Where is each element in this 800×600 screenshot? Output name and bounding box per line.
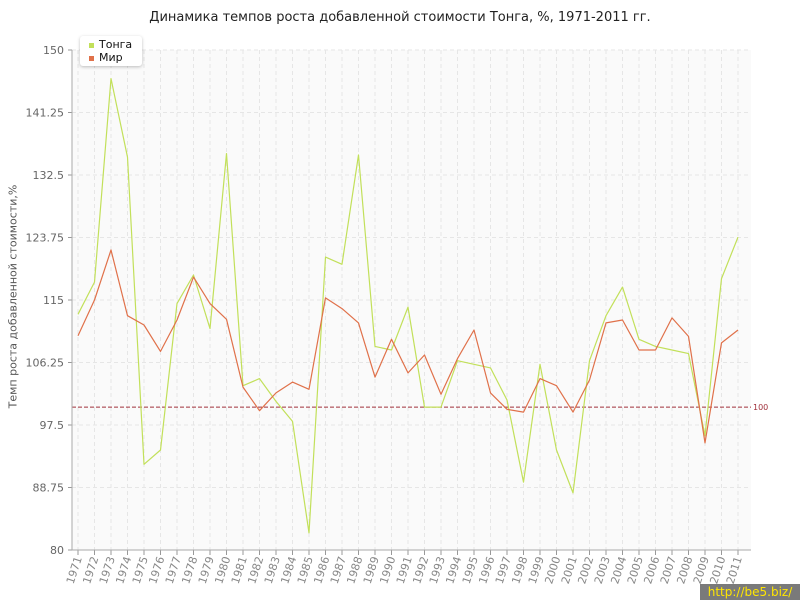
y-tick-labels: 80 88.75 97.5 106.25 115 123.75 132.5 141.25 150	[26, 44, 65, 557]
reference-line-label: 100	[753, 403, 768, 412]
y-tick-label: 123.75	[26, 232, 65, 245]
y-tick-label: 115	[43, 294, 64, 307]
series-line-tonga	[77, 77, 739, 534]
legend-item-tonga[interactable]: Тонга	[89, 38, 132, 51]
y-tick-label: 150	[43, 44, 64, 57]
watermark: http://be5.biz/	[700, 584, 800, 600]
reference-line-group: 100	[72, 403, 768, 412]
y-tick-label: 80	[50, 544, 64, 557]
legend-label-world: Мир	[99, 51, 123, 64]
y-axis-label: Темп роста добавленной стоимости,%	[6, 184, 20, 409]
legend-swatch-world	[89, 55, 94, 61]
y-tick-label: 106.25	[26, 357, 65, 370]
y-tick-label: 97.5	[40, 419, 65, 432]
legend-label-tonga: Тонга	[99, 38, 133, 51]
series-line-world	[77, 249, 739, 444]
legend-swatch-tonga	[89, 42, 94, 48]
watermark-text: http://be5.biz/	[707, 585, 793, 599]
y-tick-label: 141.25	[26, 107, 65, 120]
series-group	[77, 77, 739, 534]
x-tick-labels: 1971197219731974197519761977197819791980…	[64, 555, 745, 586]
y-tick-label: 88.75	[33, 482, 65, 495]
legend-item-world[interactable]: Мир	[89, 51, 123, 64]
legend: Тонга Мир	[80, 36, 142, 66]
chart-title: Динамика темпов роста добавленной стоимо…	[149, 10, 651, 25]
axes	[68, 49, 751, 555]
y-tick-label: 132.5	[33, 169, 65, 182]
